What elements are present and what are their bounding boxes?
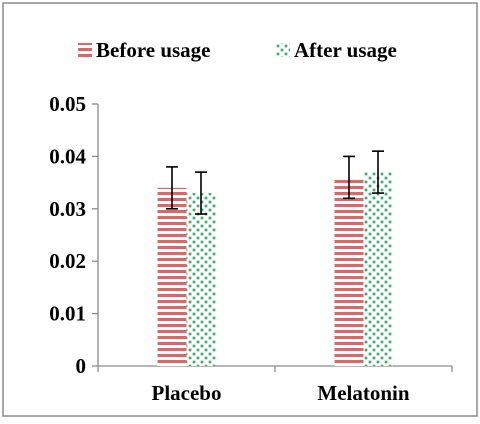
y-tick-label: 0.03 — [49, 197, 86, 221]
legend-label-after-usage: After usage — [294, 38, 397, 62]
axes — [92, 103, 453, 372]
legend-swatch-before-usage — [78, 43, 92, 57]
legend-label-before-usage: Before usage — [96, 38, 211, 62]
bar-before-usage-placebo — [157, 187, 187, 366]
bar-after-usage-placebo — [186, 193, 216, 366]
labels: 0 0.01 0.02 0.03 0.04 0.05 Placebo Melatonin — [49, 92, 410, 405]
y-tick-label: 0.02 — [49, 249, 86, 273]
x-category-label-placebo: Placebo — [152, 381, 222, 405]
bar-after-usage-melatonin — [363, 172, 393, 366]
error-bars — [166, 150, 384, 215]
y-tick-label: 0 — [76, 354, 87, 378]
chart-border — [2, 2, 478, 417]
bar-before-usage-melatonin — [334, 177, 364, 366]
legend-swatch-after-usage — [276, 43, 290, 57]
bars — [157, 172, 393, 366]
x-category-label-melatonin: Melatonin — [317, 381, 409, 405]
legend: Before usage After usage — [78, 38, 397, 62]
y-tick-label: 0.04 — [49, 144, 86, 168]
y-tick-label: 0.05 — [49, 92, 86, 116]
y-tick-label: 0.01 — [49, 302, 86, 326]
